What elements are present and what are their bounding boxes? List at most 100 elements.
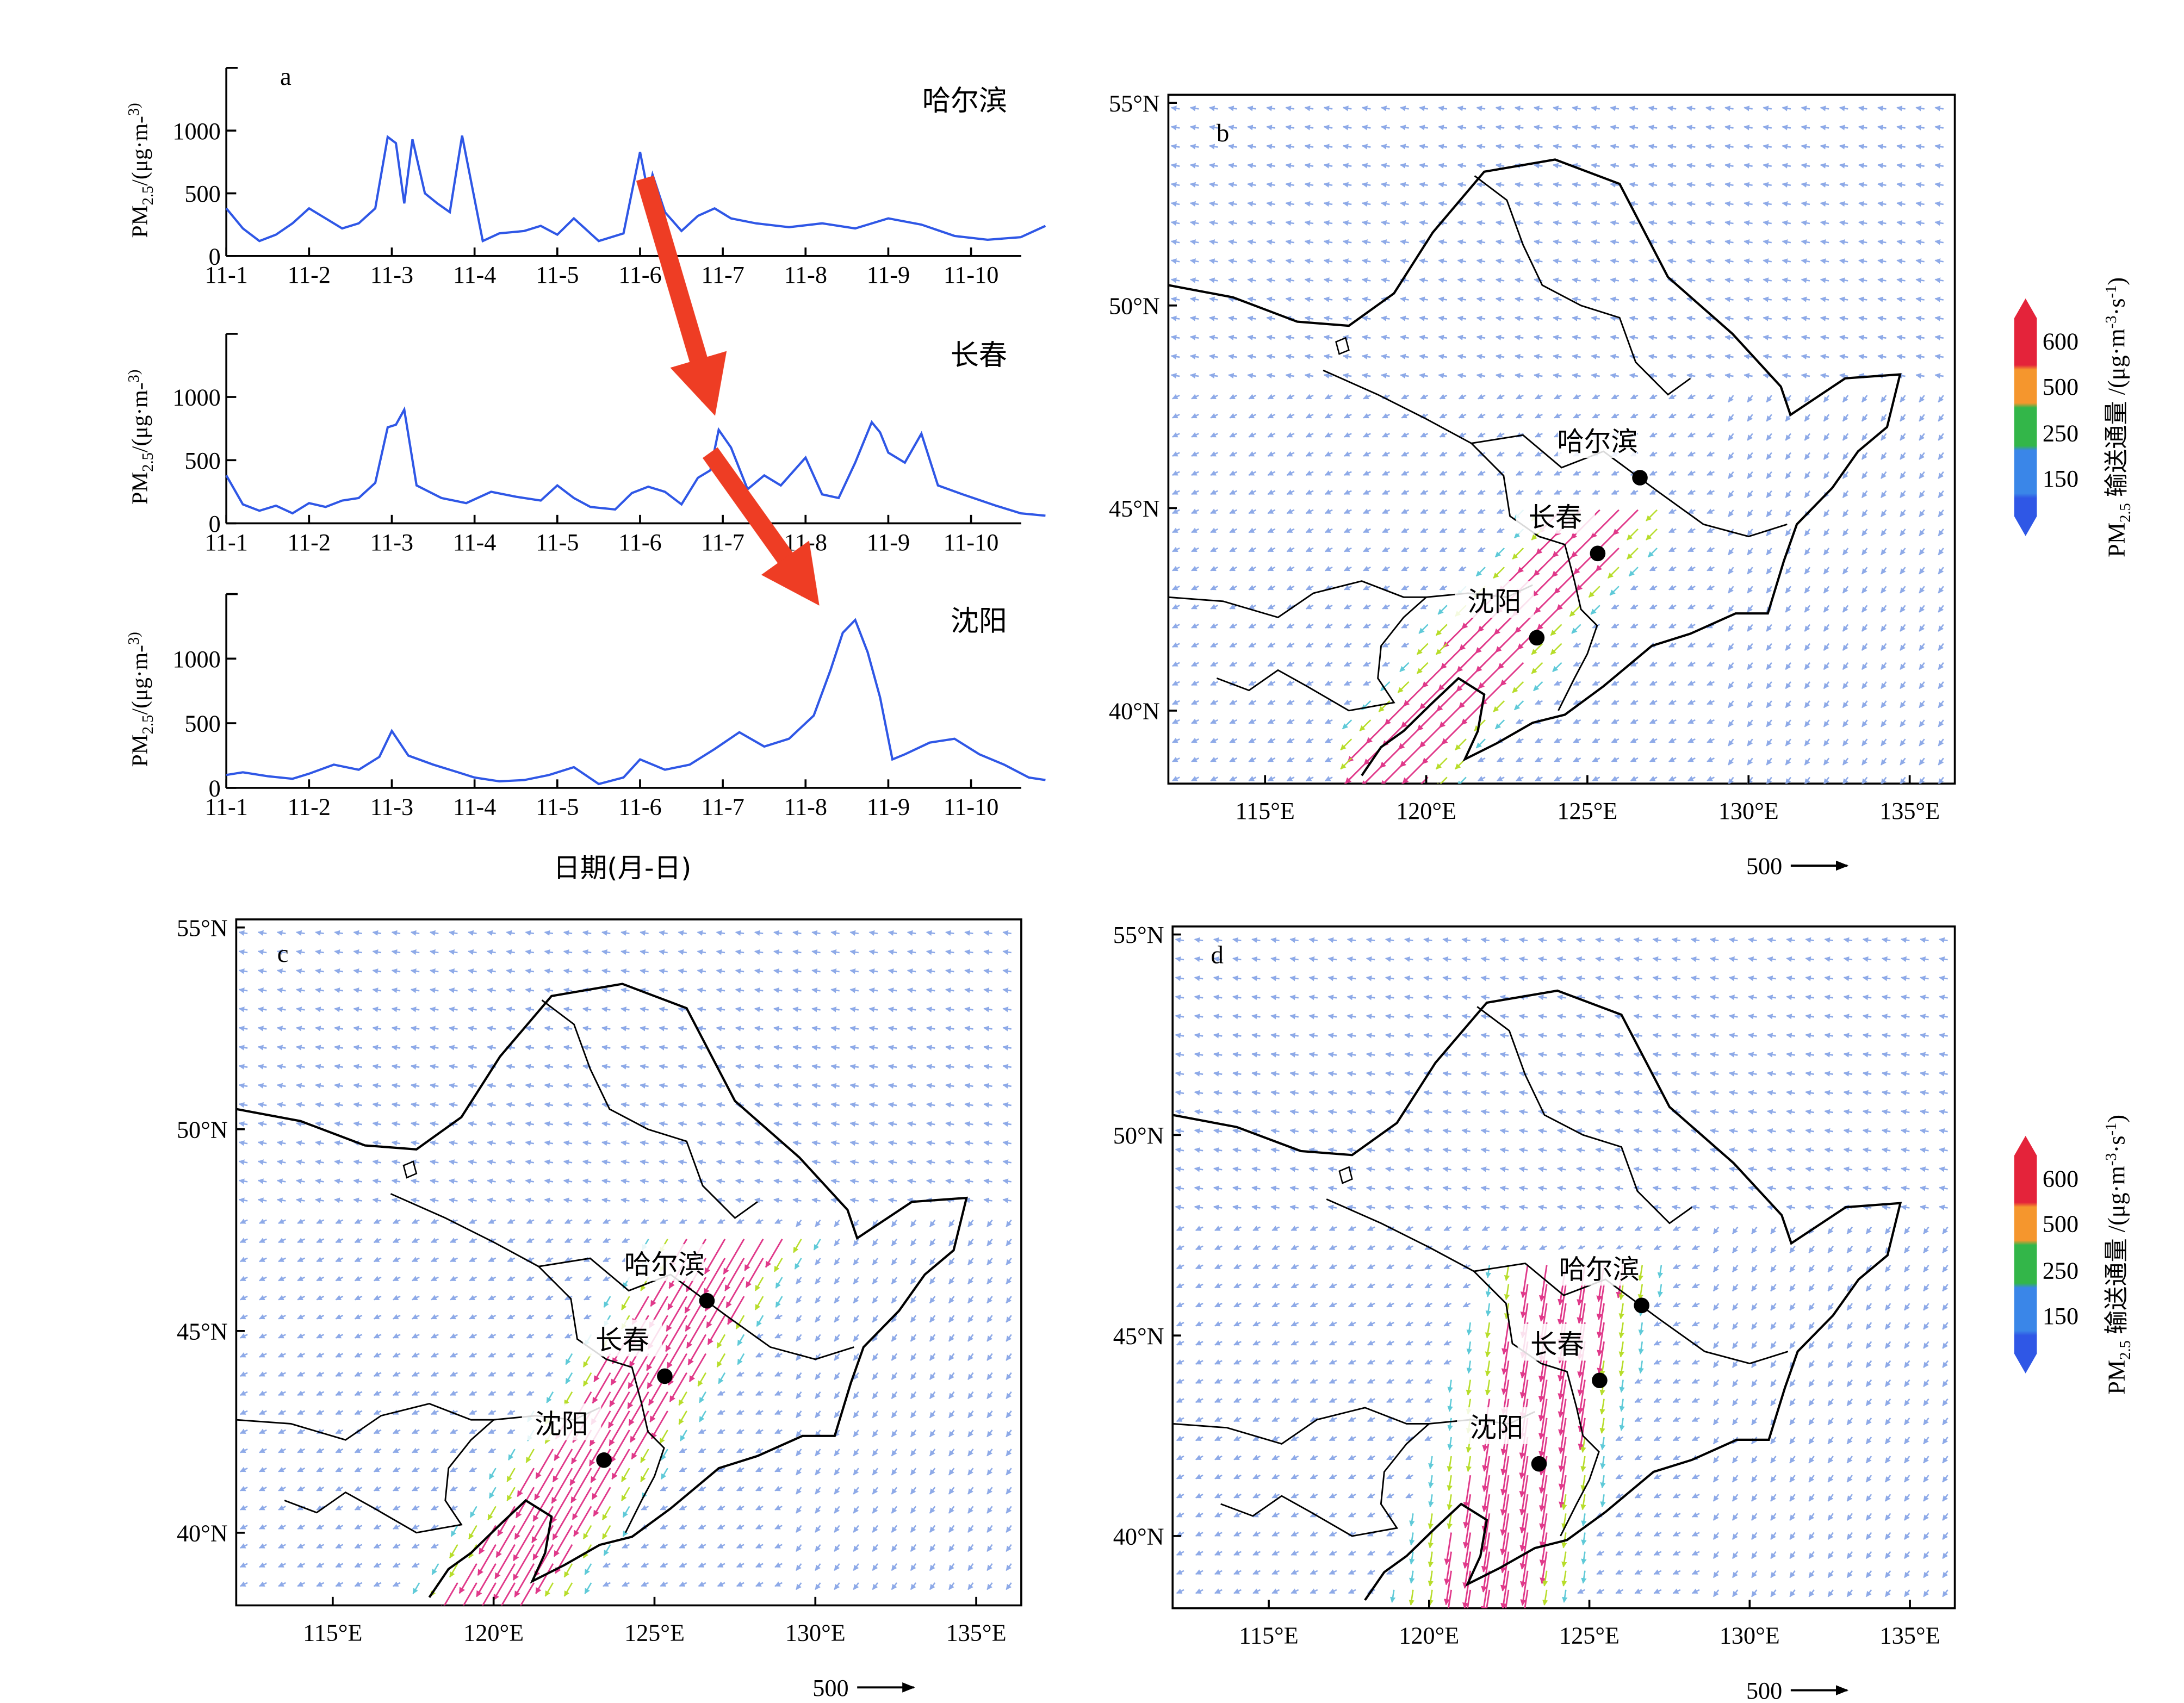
flux-vector (1820, 163, 1829, 169)
colorbar-title: PM2.5 输送通量 /(μg·m-3·s-1) (2103, 277, 2134, 557)
flux-vector (1915, 163, 1925, 169)
flux-vector (1285, 201, 1295, 207)
city-marker (1529, 630, 1545, 646)
colorbar-tick-label: 250 (2043, 1258, 2078, 1284)
flux-vector (1228, 105, 1237, 111)
flux-vector (1801, 163, 1810, 169)
x-tick-label: 11-1 (204, 262, 247, 288)
flux-vector (1629, 182, 1639, 188)
x-tick-label: 11-8 (784, 262, 827, 288)
flux-vector (1648, 201, 1658, 207)
flux-vector (1763, 105, 1772, 111)
flux-vector (1361, 125, 1371, 130)
flux-vector (1553, 105, 1562, 111)
trend-arrow-2 (702, 447, 820, 606)
flux-vector (1782, 201, 1791, 207)
flux-vector (1209, 125, 1218, 130)
flux-vector (1476, 125, 1486, 130)
flux-vector (1323, 201, 1333, 207)
flux-vector (1170, 144, 1180, 150)
y-tick-label: 0 (209, 511, 221, 537)
flux-vector (1744, 182, 1753, 188)
x-tick-label: 11-3 (370, 262, 413, 288)
flux-vector (1591, 144, 1600, 150)
flux-vector (1629, 105, 1639, 111)
city-label: 长春 (595, 1325, 649, 1356)
flux-vector (1686, 182, 1696, 188)
city-marker (1592, 1372, 1608, 1389)
x-tick-label: 11-2 (288, 793, 331, 820)
flux-vector (1610, 144, 1620, 150)
flux-vector (1247, 182, 1256, 188)
flux-vector (1934, 125, 1944, 130)
flux-vector (1686, 105, 1696, 111)
flux-vector (1323, 105, 1333, 111)
flux-vector (1457, 201, 1467, 207)
flux-vector (1877, 105, 1887, 111)
lon-tick-label: 135°E (1879, 798, 1940, 824)
flux-vector (1400, 201, 1409, 207)
lon-tick-label: 130°E (785, 1620, 846, 1646)
city-marker (1531, 1456, 1547, 1472)
y-tick-label: 1000 (172, 118, 220, 145)
flux-vector (1228, 125, 1237, 130)
flux-vector (1495, 125, 1505, 130)
flux-vector (1304, 182, 1314, 188)
flux-vector (1591, 105, 1600, 111)
flux-vector (1228, 220, 1237, 226)
flux-vector (1228, 239, 1237, 245)
lat-tick-label: 40°N (1109, 698, 1160, 725)
flux-vector (1915, 220, 1925, 226)
flux-vector (1724, 182, 1734, 188)
flux-vector (1323, 182, 1333, 188)
city-label: 哈尔滨 (624, 1249, 705, 1281)
flux-vector (1209, 163, 1218, 169)
flux-vector (1610, 163, 1620, 169)
flux-vector (1247, 239, 1256, 245)
flux-vector (1476, 163, 1486, 169)
flux-vector (1858, 220, 1867, 226)
lon-tick-label: 125°E (1557, 798, 1617, 824)
flux-vector (1877, 220, 1887, 226)
flux-vector (1629, 163, 1639, 169)
flux-vector (1744, 163, 1753, 169)
flux-vector (1189, 163, 1199, 169)
flux-vector (1763, 144, 1772, 150)
flux-vector (1858, 201, 1867, 207)
flux-vector (1381, 125, 1390, 130)
flux-vector (1476, 220, 1486, 226)
flux-vector (1361, 182, 1371, 188)
x-tick-label: 11-4 (453, 529, 496, 556)
flux-vector (1247, 144, 1256, 150)
flux-vector (1342, 201, 1352, 207)
flux-vector (1782, 163, 1791, 169)
flux-vector (1170, 105, 1180, 111)
flux-vector (1896, 144, 1906, 150)
flux-vector (1820, 201, 1829, 207)
lon-tick-label: 135°E (946, 1620, 1007, 1646)
colorbar-tick-label: 600 (2043, 328, 2078, 355)
flux-vector (1896, 125, 1906, 130)
colorbar (2014, 298, 2037, 536)
flux-vector (1419, 144, 1428, 150)
flux-vector (1610, 182, 1620, 188)
flux-vector (1247, 220, 1256, 226)
flux-vector (1896, 163, 1906, 169)
scale-label: 500 (1746, 1677, 1782, 1703)
flux-vector (1419, 125, 1428, 130)
lon-tick-label: 115°E (303, 1620, 362, 1646)
city-marker (1634, 1297, 1649, 1314)
flux-vector (1591, 125, 1600, 130)
flux-vector (1782, 182, 1791, 188)
flux-vector (1667, 105, 1677, 111)
lat-tick-label: 55°N (1109, 90, 1160, 117)
lon-tick-label: 115°E (1236, 798, 1295, 824)
flux-vector (1915, 125, 1925, 130)
flux-vector (1934, 182, 1944, 188)
flux-vector (1858, 125, 1867, 130)
colorbar-tick-label: 500 (2043, 374, 2078, 400)
flux-vector (1686, 201, 1696, 207)
